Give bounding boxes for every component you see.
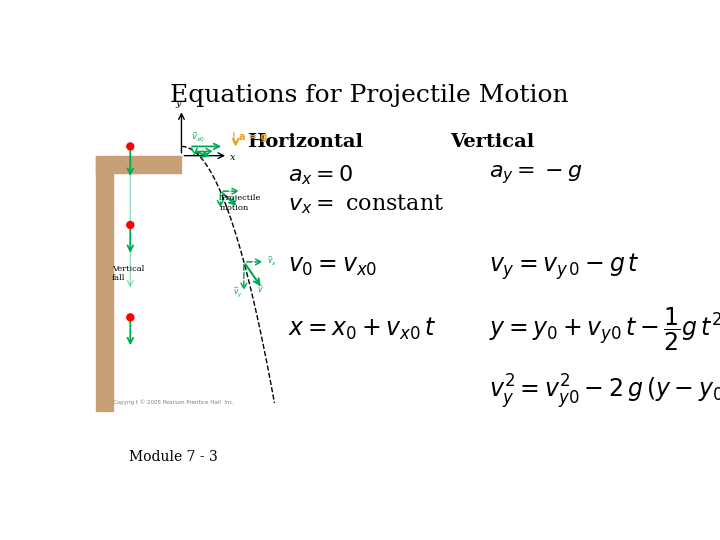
Text: Equations for Projectile Motion: Equations for Projectile Motion [170, 84, 568, 106]
Text: $v_y = v_{y\,0} - g\,t$: $v_y = v_{y\,0} - g\,t$ [489, 251, 640, 282]
Text: Horizontal: Horizontal [247, 133, 363, 151]
Text: y: y [175, 99, 181, 107]
Circle shape [127, 314, 134, 321]
Text: $\vec{v}_x$: $\vec{v}_x$ [267, 254, 277, 268]
Bar [96, 156, 181, 173]
Text: $\vec{v}_{x0}$: $\vec{v}_{x0}$ [191, 130, 204, 144]
Text: $a_y = - g$: $a_y = - g$ [489, 164, 582, 186]
Text: $y = y_0 + v_{y0}\,t - \dfrac{1}{2}g\,t^2$: $y = y_0 + v_{y0}\,t - \dfrac{1}{2}g\,t^… [489, 305, 720, 353]
Text: x: x [230, 152, 235, 161]
Text: $\vec{v}_y$: $\vec{v}_y$ [233, 286, 243, 299]
Text: Vertical
fall: Vertical fall [112, 265, 144, 282]
Text: | a = g: | a = g [232, 132, 267, 143]
Text: $a_x{=}0$: $a_x{=}0$ [288, 163, 354, 187]
Text: $v_0 = v_{x0}$: $v_0 = v_{x0}$ [288, 255, 377, 278]
Text: Module 7 - 3: Module 7 - 3 [129, 450, 218, 464]
Text: Projectile
motion: Projectile motion [220, 194, 261, 212]
Text: $\vec{v}$: $\vec{v}$ [257, 284, 264, 295]
Text: $x = x_0 + v_{x0}\,t$: $x = x_0 + v_{x0}\,t$ [288, 316, 437, 342]
Text: $v_x{=}$ constant: $v_x{=}$ constant [288, 192, 444, 216]
Circle shape [127, 143, 134, 150]
Text: Vertical: Vertical [449, 133, 534, 151]
Text: Copyrig t © 2005 Pearson Prentice Hall  Inc.: Copyrig t © 2005 Pearson Prentice Hall I… [113, 399, 235, 404]
Circle shape [127, 221, 134, 228]
Text: $v_y^2 = v_{y0}^2 - 2\,g\,(y - y_0)$: $v_y^2 = v_{y0}^2 - 2\,g\,(y - y_0)$ [489, 372, 720, 410]
Bar [96, 157, 113, 411]
